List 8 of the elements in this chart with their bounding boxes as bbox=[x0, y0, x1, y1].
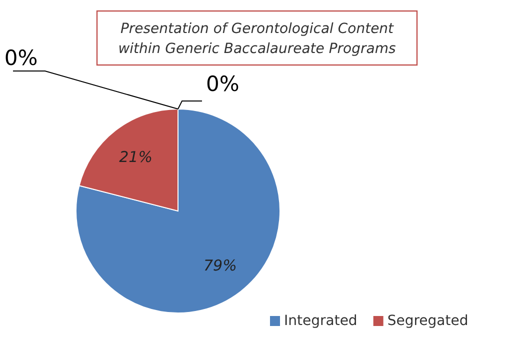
data-label: 21% bbox=[119, 148, 152, 166]
text: 0% bbox=[4, 46, 38, 70]
text: 0% bbox=[206, 72, 240, 96]
legend-label: Integrated bbox=[284, 313, 358, 329]
pie-slice bbox=[76, 108, 280, 314]
data-label: 79% bbox=[204, 256, 237, 275]
legend-label: Segregated bbox=[387, 313, 468, 329]
chart-title: Presentation of Gerontological Content within Generic Baccalaureate Programs bbox=[118, 21, 396, 57]
